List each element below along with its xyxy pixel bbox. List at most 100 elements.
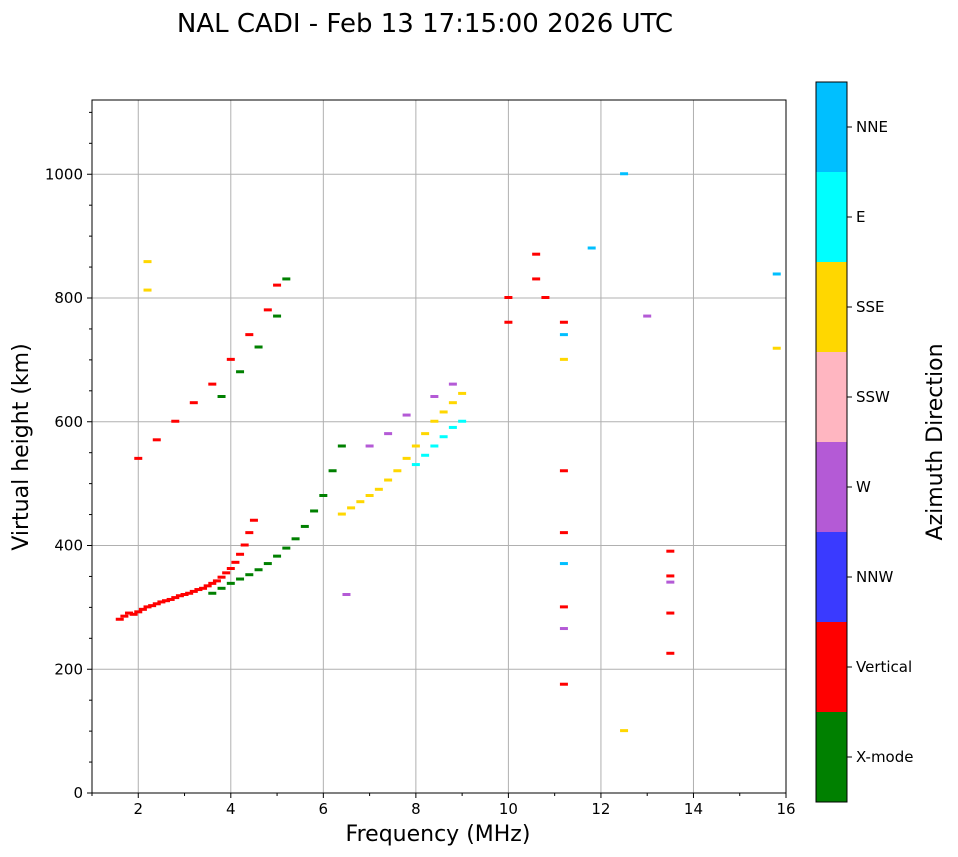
data-point-x-multi-hop [217,395,226,398]
x-tick-label: 8 [411,800,421,818]
data-point-scatter-sse [620,729,629,733]
data-point-high-echoes [666,611,675,615]
data-point-high-echoes [504,320,513,324]
data-point-o-trace-F2 [393,469,402,473]
data-point-multi-hop [245,333,254,337]
data-point-high-echoes [666,574,675,578]
data-point-e-trace-F2 [430,444,439,448]
data-point-multi-hop [171,419,180,423]
plot-frame [91,99,787,794]
data-point-w-trace-F2 [384,432,393,436]
colorbar-segment [816,532,847,622]
y-tick-label: 600 [54,413,83,431]
data-point-scatter-w [666,580,675,584]
data-point-high-echoes [532,252,541,256]
colorbar-label: Azimuth Direction [923,343,948,540]
colorbar-segment [816,712,847,802]
data-point-o-trace-F1 [115,617,124,621]
data-point-x-trace-F1 [310,509,319,513]
data-point-high-echoes [559,682,568,686]
data-point-x-multi-hop [236,370,245,374]
data-point-o-trace-F1 [217,575,226,579]
data-point-high-echoes [504,296,513,299]
data-point-x-trace-F1 [300,524,309,528]
data-point-o-trace-F1 [199,586,208,590]
y-tick-label: 800 [54,289,83,307]
data-point-o-trace-F1 [226,567,235,571]
data-point-w-trace-F2 [365,444,374,448]
data-point-high-echoes [666,549,675,553]
data-point-x-trace-F1 [245,573,254,577]
data-point-scatter-sse [143,288,152,292]
colorbar-tick-label: Vertical [856,658,912,676]
data-point-x-multi-hop [254,345,263,349]
data-point-o-trace-F1 [162,599,171,603]
data-point-high-echoes [559,469,568,473]
data-point-x-trace-F1 [328,469,337,473]
data-point-scatter-nne [620,172,629,176]
colorbar-tick-label: NNE [856,118,888,136]
data-point-o-trace-F1 [208,581,217,585]
data-point-o-trace-F1 [212,579,221,583]
data-point-x-multi-hop [282,277,291,281]
colorbar-tick-label: NNW [856,568,893,586]
data-point-o-trace-F1 [120,614,129,618]
data-point-x-trace-F1 [319,494,328,497]
data-point-x-trace-F1 [208,591,217,595]
x-tick-label: 12 [591,800,610,818]
data-point-o-trace-F1 [240,543,249,547]
x-tick-label: 16 [776,800,795,818]
grid [92,100,787,794]
data-point-o-trace-F1 [180,593,189,596]
data-point-scatter-nne [559,333,568,337]
data-point-o-trace-F1 [129,612,138,616]
data-point-scatter-w [559,627,568,631]
data-point-o-trace-F1 [203,584,212,588]
data-point-multi-hop [226,357,235,361]
data-point-o-trace-F2 [384,478,393,482]
colorbar-segment [816,172,847,262]
data-point-o-trace-F1 [194,588,203,592]
data-point-o-trace-F1 [189,589,198,593]
data-point-o-trace-F1 [125,611,134,615]
data-point-o-trace-F1 [143,605,152,609]
data-point-o-trace-F2 [374,487,383,491]
data-points [115,172,781,733]
data-point-x-trace-F1 [282,546,291,550]
data-point-o-trace-F1 [245,531,254,535]
colorbar-tick-label: W [856,478,871,496]
data-point-high-echoes [559,531,568,535]
data-point-x-trace-F1 [273,554,282,558]
data-point-o-trace-F1 [134,610,143,614]
y-tick-label: 1000 [45,165,83,183]
data-point-o-trace-F2 [411,444,420,448]
x-tick-label: 14 [684,800,703,818]
y-axis-label: Virtual height (km) [9,343,34,550]
chart-title: NAL CADI - Feb 13 17:15:00 2026 UTC [177,9,673,39]
colorbar-tick-label: SSE [856,298,885,316]
data-point-o-trace-F2 [402,456,411,460]
colorbar-segment [816,442,847,532]
data-point-o-trace-F1 [166,597,175,601]
data-point-multi-hop [208,382,217,386]
data-point-o-trace-F1 [222,571,231,575]
colorbar: X-mode Vertical NNW W SSW SSE E NNE [815,81,913,803]
data-point-o-trace-F2 [347,506,356,510]
data-point-o-trace-F2 [337,512,346,516]
data-point-o-trace-F1 [148,604,157,608]
data-point-o-trace-F2 [430,419,439,423]
data-point-multi-hop [189,401,198,405]
data-point-x-trace-F1 [236,577,245,581]
data-point-w-trace-F2 [402,413,411,417]
data-point-scatter-sse [143,260,152,264]
data-point-scatter-sse [559,357,568,361]
x-axis-label: Frequency (MHz) [346,822,531,847]
colorbar-tick-label: E [856,208,865,226]
data-point-high-echoes [559,320,568,324]
colorbar-tick-label: X-mode [856,748,913,766]
data-point-high-echoes [541,296,550,299]
colorbar-segment [816,622,847,712]
data-point-o-trace-F1 [152,602,161,606]
data-point-high-echoes [532,277,541,281]
